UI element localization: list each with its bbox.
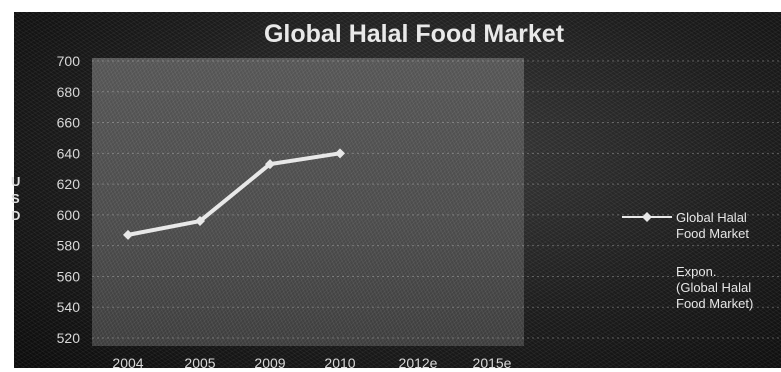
y-tick-label: 520 — [57, 330, 81, 346]
chart-title: Global Halal Food Market — [264, 20, 565, 48]
y-tick-label: 700 — [57, 53, 81, 69]
series-layer — [123, 148, 345, 240]
y-axis-label-letter: U — [11, 174, 20, 189]
x-tick-label: 2012e — [399, 355, 438, 371]
y-tick-label: 580 — [57, 238, 81, 254]
y-axis-label: U S D — [11, 174, 20, 223]
legend: Global Halal Food Market Expon. (Global … — [622, 210, 753, 311]
x-tick-label: 2005 — [184, 355, 215, 371]
x-tick-label: 2015e — [473, 355, 512, 371]
y-tick-label: 620 — [57, 176, 81, 192]
data-point-marker — [195, 216, 205, 227]
x-tick-label: 2010 — [324, 355, 355, 371]
y-tick-label: 560 — [57, 268, 81, 284]
y-axis-ticks: 520 540 560 580 600 620 640 660 680 700 — [57, 53, 81, 346]
data-point-marker — [265, 159, 275, 170]
x-tick-label: 2009 — [254, 355, 285, 371]
legend-diamond-marker — [642, 212, 652, 222]
plot-area — [92, 58, 524, 346]
legend-label-line: Food Market — [676, 226, 749, 241]
y-tick-label: 660 — [57, 115, 81, 131]
data-point-marker — [123, 229, 133, 240]
x-axis-ticks: 2004 2005 2009 2010 2012e 2015e — [112, 355, 511, 371]
legend-label-line: Global Halal — [676, 210, 747, 225]
legend-entry-series: Global Halal Food Market — [622, 210, 749, 241]
x-tick-label: 2004 — [112, 355, 143, 371]
y-axis-label-letter: D — [11, 208, 20, 223]
y-tick-label: 640 — [57, 145, 81, 161]
y-tick-label: 540 — [57, 299, 81, 315]
series-line — [126, 151, 342, 237]
data-point-marker — [335, 148, 345, 159]
y-tick-label: 680 — [57, 84, 81, 100]
legend-label-line: Food Market) — [676, 296, 753, 311]
y-axis-label-letter: S — [11, 191, 20, 206]
legend-label-line: (Global Halal — [676, 280, 751, 295]
legend-entry-trendline: Expon. (Global Halal Food Market) — [676, 264, 753, 311]
legend-label-line: Expon. — [676, 264, 716, 279]
y-tick-label: 600 — [57, 207, 81, 223]
